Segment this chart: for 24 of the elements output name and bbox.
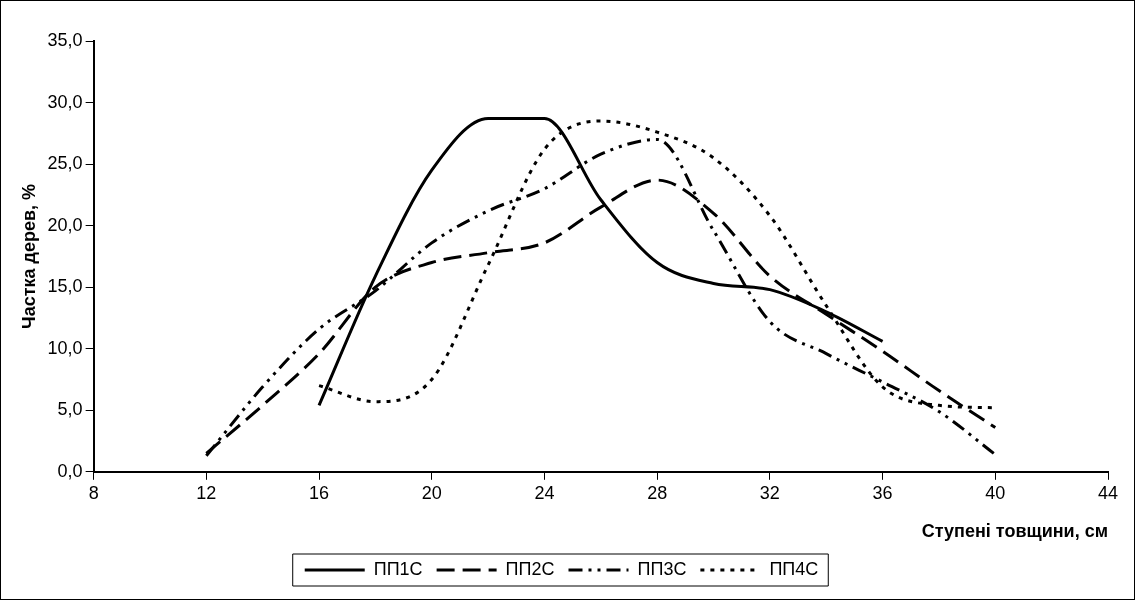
x-tick-label: 12 [196,482,217,503]
y-axis-title: Частка дерев, % [18,183,39,329]
y-tick-label: 25,0 [47,153,83,174]
y-tick-label: 35,0 [47,29,83,50]
x-tick-label: 32 [759,482,780,503]
x-tick-label: 8 [88,482,99,503]
legend-label: ПП2С [505,558,555,579]
x-tick-label: 36 [872,482,893,503]
x-tick-label: 20 [421,482,442,503]
y-tick-label: 30,0 [47,91,83,112]
x-tick-label: 16 [309,482,330,503]
x-axis-title: Ступені товщини, см [921,521,1108,542]
legend-label: ПП1С [373,558,423,579]
x-tick-label: 24 [534,482,555,503]
y-tick-label: 0,0 [57,460,83,481]
y-tick-label: 20,0 [47,214,83,235]
y-tick-label: 5,0 [57,399,83,420]
y-tick-label: 10,0 [47,337,83,358]
y-tick-label: 15,0 [47,276,83,297]
legend-label: ПП4С [769,558,819,579]
x-tick-label: 28 [647,482,668,503]
legend-label: ПП3С [637,558,687,579]
x-tick-label: 44 [1097,482,1119,503]
x-tick-label: 40 [985,482,1006,503]
